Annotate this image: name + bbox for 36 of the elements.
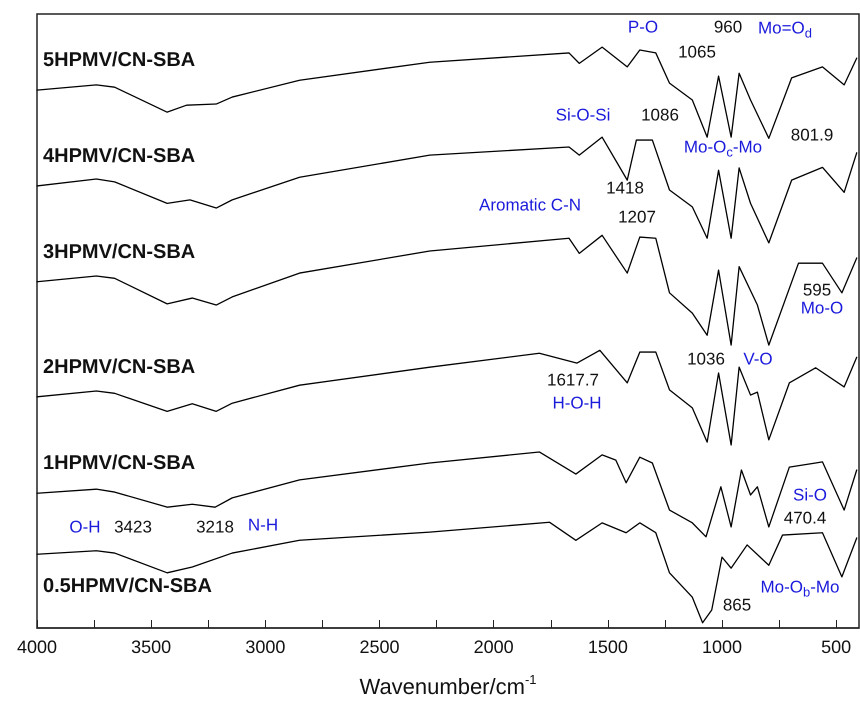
annotation: V-O — [743, 350, 773, 368]
series-label: 5HPMV/CN-SBA — [43, 49, 196, 72]
annotation: 595 — [802, 280, 832, 300]
x-tick-label: 2000 — [474, 637, 514, 657]
x-tick-label: 1000 — [702, 637, 742, 657]
annotation: 3218 — [196, 518, 234, 536]
text: P-O — [628, 18, 658, 36]
text: 960 — [714, 18, 742, 36]
annotation: 865 — [722, 596, 752, 614]
x-tick-label: 3500 — [131, 637, 172, 657]
annotation: H-O-H — [552, 394, 602, 412]
annotation: 1418 — [606, 178, 644, 198]
annotation: Mo-O — [800, 298, 844, 318]
x-tick-label: 4000 — [16, 637, 58, 657]
annotation: Si-O — [793, 486, 827, 504]
annotation: 3423 — [114, 518, 152, 536]
x-tick-label: 1500 — [588, 637, 628, 657]
annotation: Si-O-Si — [556, 106, 610, 124]
annotation: 1036 — [687, 350, 725, 368]
annotation: 470.4 — [784, 508, 826, 528]
annotation: 1065 — [678, 42, 716, 62]
annotation: Aromatic C-N — [478, 196, 582, 214]
series-label: 1HPMV/CN-SBA — [43, 452, 196, 474]
x-tick-label: 3000 — [245, 637, 286, 657]
annotation: 1086 — [641, 106, 679, 124]
annotation: 1207 — [618, 208, 656, 226]
series-label: 4HPMV/CN-SBA — [43, 144, 196, 167]
series-label: 2HPMV/CN-SBA — [43, 356, 196, 378]
series-label: 3HPMV/CN-SBA — [43, 240, 196, 263]
annotation: 1617.7 — [547, 370, 599, 390]
x-tick-label: 2500 — [359, 637, 400, 657]
annotation: 801.9 — [790, 126, 834, 144]
annotation: N-H — [248, 516, 278, 534]
x-tick-label: 500 — [821, 637, 852, 657]
series-label: 0.5HPMV/CN-SBA — [43, 575, 212, 598]
annotation: O-H — [69, 518, 101, 536]
